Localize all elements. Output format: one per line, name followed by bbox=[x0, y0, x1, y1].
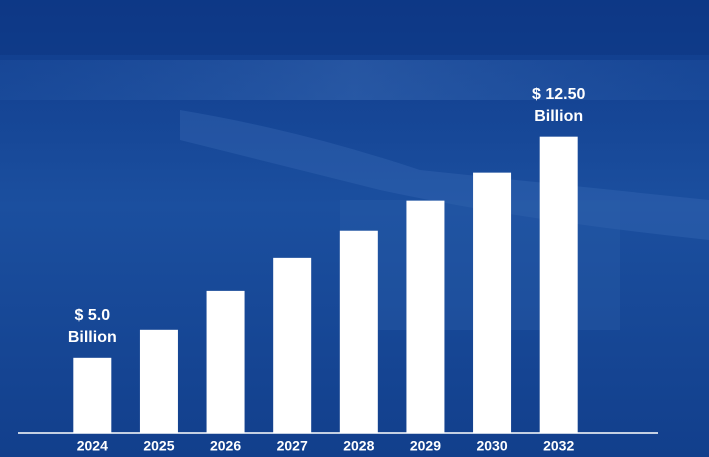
x-tick-label: 2029 bbox=[410, 438, 441, 454]
bar bbox=[339, 230, 378, 433]
bar bbox=[539, 136, 578, 433]
value-label: $ 12.50 bbox=[532, 86, 585, 103]
x-tick-label: 2025 bbox=[143, 438, 174, 454]
x-tick-label: 2027 bbox=[277, 438, 308, 454]
bar bbox=[206, 290, 245, 433]
bar bbox=[406, 200, 445, 433]
background-haze bbox=[0, 60, 709, 100]
x-tick-label: 2024 bbox=[77, 438, 108, 454]
x-tick-label: 2028 bbox=[343, 438, 374, 454]
bar bbox=[73, 357, 112, 433]
bar bbox=[473, 172, 512, 434]
plot: 2024 $ 5.0 Billion 2025 2026 2027 2028 2029 2030… bbox=[18, 86, 658, 454]
bar bbox=[139, 329, 178, 433]
value-label: Billion bbox=[534, 108, 583, 125]
value-label: Billion bbox=[68, 329, 117, 346]
x-tick-label: 2032 bbox=[543, 438, 574, 454]
x-tick-label: 2030 bbox=[476, 438, 507, 454]
background-sky bbox=[0, 0, 709, 55]
bar bbox=[273, 257, 312, 433]
x-tick-label: 2026 bbox=[210, 438, 241, 454]
value-label: $ 5.0 bbox=[75, 307, 111, 324]
